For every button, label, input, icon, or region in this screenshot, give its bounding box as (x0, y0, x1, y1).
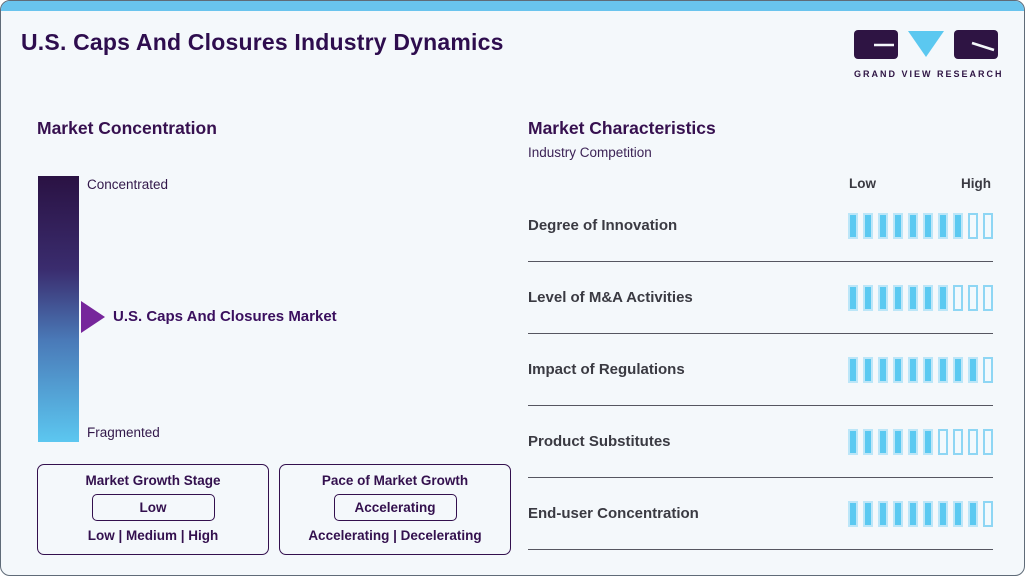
rating-segment-filled (908, 500, 918, 527)
rating-segment-filled (908, 356, 918, 383)
characteristic-label: Product Substitutes (528, 433, 671, 450)
rating-bar (848, 500, 993, 527)
rating-segment-filled (923, 356, 933, 383)
rating-segment-filled (938, 212, 948, 239)
rating-segment-empty (938, 428, 948, 455)
scale-low-label: Low (849, 176, 876, 191)
rating-segment-filled (863, 356, 873, 383)
rating-segment-filled (953, 212, 963, 239)
rating-segment-filled (878, 500, 888, 527)
rating-segment-filled (953, 356, 963, 383)
rating-segment-empty (983, 500, 993, 527)
rating-segment-empty (968, 284, 978, 311)
rating-segment-filled (923, 212, 933, 239)
rating-segment-filled (938, 500, 948, 527)
rating-segment-filled (923, 500, 933, 527)
concentration-gradient-bar (38, 176, 79, 442)
market-growth-stage-options: Low | Medium | High (87, 528, 219, 543)
rating-segment-empty (953, 428, 963, 455)
rating-segment-empty (983, 356, 993, 383)
industry-competition-subheading: Industry Competition (528, 145, 652, 160)
characteristic-label: Degree of Innovation (528, 217, 678, 234)
pace-of-market-growth-options: Accelerating | Decelerating (308, 528, 482, 543)
rating-segment-empty (968, 212, 978, 239)
rating-segment-filled (863, 284, 873, 311)
characteristic-row: Product Substitutes (528, 406, 993, 478)
grand-view-research-logo: GRAND VIEW RESEARCH (854, 29, 1004, 79)
concentrated-label: Concentrated (87, 177, 169, 192)
characteristics-rows: Degree of Innovation Level of M&A Activit… (528, 190, 993, 550)
rating-segment-filled (908, 428, 918, 455)
characteristic-label: Level of M&A Activities (528, 289, 693, 306)
market-concentration-heading: Market Concentration (37, 118, 217, 138)
rating-segment-filled (893, 500, 903, 527)
top-accent-bar (1, 1, 1024, 11)
rating-segment-empty (968, 428, 978, 455)
grand-view-research-wordmark: GRAND VIEW RESEARCH (854, 69, 1004, 79)
page-title: U.S. Caps And Closures Industry Dynamics (21, 29, 504, 55)
rating-segment-empty (983, 284, 993, 311)
rating-segment-filled (848, 284, 858, 311)
rating-segment-empty (983, 212, 993, 239)
scale-high-label: High (961, 176, 991, 191)
rating-bar (848, 356, 993, 383)
rating-segment-empty (953, 284, 963, 311)
market-growth-stage-selected: Low (91, 494, 215, 521)
rating-segment-filled (953, 500, 963, 527)
rating-segment-filled (893, 428, 903, 455)
market-growth-stage-box: Market Growth Stage Low Low | Medium | H… (37, 464, 269, 555)
rating-bar (848, 212, 993, 239)
rating-segment-filled (968, 500, 978, 527)
rating-segment-filled (893, 284, 903, 311)
rating-bar (848, 284, 993, 311)
rating-segment-filled (893, 356, 903, 383)
rating-segment-filled (923, 284, 933, 311)
characteristic-row: Impact of Regulations (528, 334, 993, 406)
rating-segment-filled (848, 428, 858, 455)
rating-segment-filled (923, 428, 933, 455)
market-marker-label: U.S. Caps And Closures Market (113, 308, 337, 325)
rating-segment-filled (878, 428, 888, 455)
characteristic-row: Level of M&A Activities (528, 262, 993, 334)
characteristic-row: Degree of Innovation (528, 190, 993, 262)
rating-bar (848, 428, 993, 455)
fragmented-label: Fragmented (87, 425, 160, 440)
rating-segment-filled (878, 212, 888, 239)
market-characteristics-heading: Market Characteristics (528, 118, 716, 138)
rating-segment-filled (908, 212, 918, 239)
rating-segment-filled (848, 356, 858, 383)
rating-segment-filled (848, 500, 858, 527)
characteristic-row: End-user Concentration (528, 478, 993, 550)
characteristic-label: Impact of Regulations (528, 361, 685, 378)
characteristic-label: End-user Concentration (528, 505, 699, 522)
rating-segment-filled (893, 212, 903, 239)
rating-segment-filled (878, 284, 888, 311)
rating-segment-filled (863, 212, 873, 239)
rating-segment-filled (968, 356, 978, 383)
rating-segment-filled (863, 428, 873, 455)
market-growth-stage-title: Market Growth Stage (85, 473, 221, 488)
rating-segment-filled (908, 284, 918, 311)
grand-view-research-logo-mark (854, 30, 998, 59)
rating-segment-filled (848, 212, 858, 239)
pace-of-market-growth-box: Pace of Market Growth Accelerating Accel… (279, 464, 511, 555)
market-marker-arrow-icon (81, 301, 105, 333)
pace-of-market-growth-selected: Accelerating (333, 494, 457, 521)
rating-segment-filled (863, 500, 873, 527)
rating-segment-filled (878, 356, 888, 383)
rating-segment-filled (938, 356, 948, 383)
pace-of-market-growth-title: Pace of Market Growth (321, 473, 469, 488)
rating-segment-filled (938, 284, 948, 311)
rating-segment-empty (983, 428, 993, 455)
